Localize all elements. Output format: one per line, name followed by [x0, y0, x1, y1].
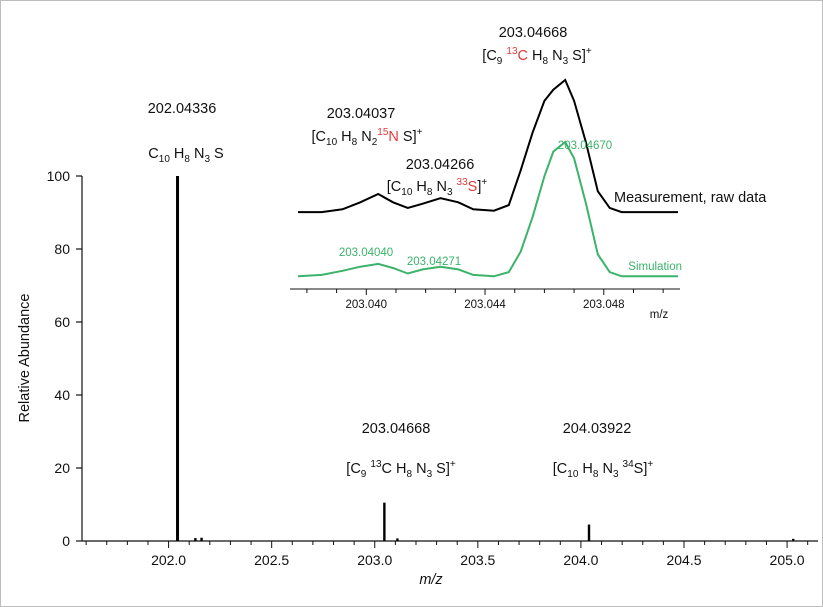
formula-part: 3 [563, 56, 569, 67]
x-axis-title: m/z [419, 572, 443, 588]
formula-part: 2 [372, 137, 378, 148]
formula-part: N [388, 129, 398, 145]
formula-part: + [586, 46, 592, 57]
main-peaks [176, 176, 795, 541]
x-tick-label: 204.0 [563, 552, 598, 568]
formula-part: ] [477, 179, 481, 195]
x-tick-label: 203.0 [357, 552, 392, 568]
y-tick-label: 80 [54, 241, 70, 257]
inset-peak-formula: [C9 13C H8 N3 S]+ [482, 46, 592, 67]
formula-part: 3 [427, 469, 433, 480]
formula-part: [C [387, 179, 402, 195]
formula-part: S] [432, 461, 450, 477]
formula-part: 8 [593, 469, 599, 480]
main-ticks: 0 20 40 60 80 100 202.0 202.5 203.0 203.5 204.0 204… [47, 168, 809, 568]
formula-part: 10 [401, 187, 413, 198]
series-simulation-line [297, 140, 678, 278]
formula-part: N [598, 461, 613, 477]
peak-label-mz: 202.04336 [148, 101, 217, 117]
formula-part: H [412, 179, 427, 195]
formula-part: S] [399, 129, 417, 145]
peak-label-formula: [C9 13C H8 N3 S]+ [346, 459, 456, 480]
formula-part: C [148, 146, 158, 162]
sim-peak-label: 203.04040 [339, 247, 393, 259]
formula-part: 15 [377, 127, 389, 138]
formula-part: 8 [543, 56, 549, 67]
formula-part: S] [568, 48, 586, 64]
formula-part: 3 [447, 187, 453, 198]
formula-part: 8 [407, 469, 413, 480]
formula-part: [C [553, 461, 568, 477]
inset-x-tick-label: 203.048 [583, 299, 625, 311]
inset-x-tick-label: 203.040 [345, 299, 387, 311]
series-label-simulation: Simulation [628, 261, 682, 273]
formula-part: N [432, 179, 447, 195]
formula-part: + [647, 459, 653, 470]
formula-part: H [170, 146, 185, 162]
formula-part: 33 [457, 177, 469, 188]
formula-part: 13 [506, 46, 518, 57]
formula-part: 34 [623, 459, 635, 470]
formula-part: 9 [497, 56, 503, 67]
formula-part: C [518, 48, 528, 64]
peak-label-mz: 204.03922 [563, 421, 632, 437]
formula-part: 10 [159, 154, 171, 165]
peak-label-formula: [C10 H8 N3 34S]+ [553, 459, 654, 480]
x-tick-label: 202.5 [254, 552, 289, 568]
formula-part: 8 [427, 187, 433, 198]
inset-peak-mz: 203.04037 [327, 106, 396, 122]
formula-part: [C [482, 48, 497, 64]
inset-x-tick-label: 203.044 [464, 299, 506, 311]
formula-part: N [190, 146, 205, 162]
formula-part: H [528, 48, 543, 64]
y-tick-label: 60 [54, 314, 70, 330]
x-tick-label: 202.0 [151, 552, 186, 568]
formula-part: S] [634, 461, 648, 477]
inset-peak-mz: 203.04266 [406, 157, 475, 173]
formula-part: 8 [184, 154, 190, 165]
formula-part: N [357, 129, 372, 145]
formula-part: 3 [613, 469, 619, 480]
peak-label-formula: C10 H8 N3 S [148, 146, 223, 165]
y-tick-label: 0 [62, 533, 70, 549]
formula-part: 10 [567, 469, 579, 480]
peak-label-mz: 203.04668 [362, 421, 431, 437]
inset-x-axis-title: m/z [650, 309, 669, 321]
x-tick-label: 203.5 [460, 552, 495, 568]
inset-ticks: 203.040 203.044 203.048 [306, 289, 664, 311]
inset-peak-formula: [C10 H8 N3 33S]+ [387, 177, 488, 198]
y-tick-label: 40 [54, 387, 70, 403]
x-tick-label: 204.5 [666, 552, 701, 568]
formula-part: H [337, 129, 352, 145]
y-tick-label: 100 [47, 168, 71, 184]
sim-peak-label: 203.04670 [558, 140, 612, 152]
formula-part: [C [346, 461, 361, 477]
inset-peak-mz: 203.04668 [499, 25, 568, 41]
formula-part: [C [312, 129, 327, 145]
formula-part: N [548, 48, 563, 64]
formula-part: 3 [204, 154, 210, 165]
formula-part: + [450, 459, 456, 470]
y-tick-label: 20 [54, 460, 70, 476]
formula-part: S [210, 146, 224, 162]
inset-peak-formula: [C10 H8 N215N S]+ [312, 127, 423, 148]
y-axis-title: Relative Abundance [17, 294, 33, 423]
formula-part: C H [382, 461, 407, 477]
formula-part: 13 [370, 459, 382, 470]
formula-part: N [412, 461, 427, 477]
formula-part: + [481, 177, 487, 188]
formula-part: S [468, 179, 478, 195]
x-tick-label: 205.0 [770, 552, 805, 568]
formula-part: 10 [326, 137, 338, 148]
formula-part: 9 [361, 469, 367, 480]
formula-part: 8 [352, 137, 358, 148]
series-label-measurement: Measurement, raw data [614, 190, 767, 206]
formula-part: H [578, 461, 593, 477]
series-measurement-line [298, 78, 678, 214]
formula-part: + [417, 127, 423, 138]
sim-peak-label: 203.04271 [407, 256, 461, 268]
